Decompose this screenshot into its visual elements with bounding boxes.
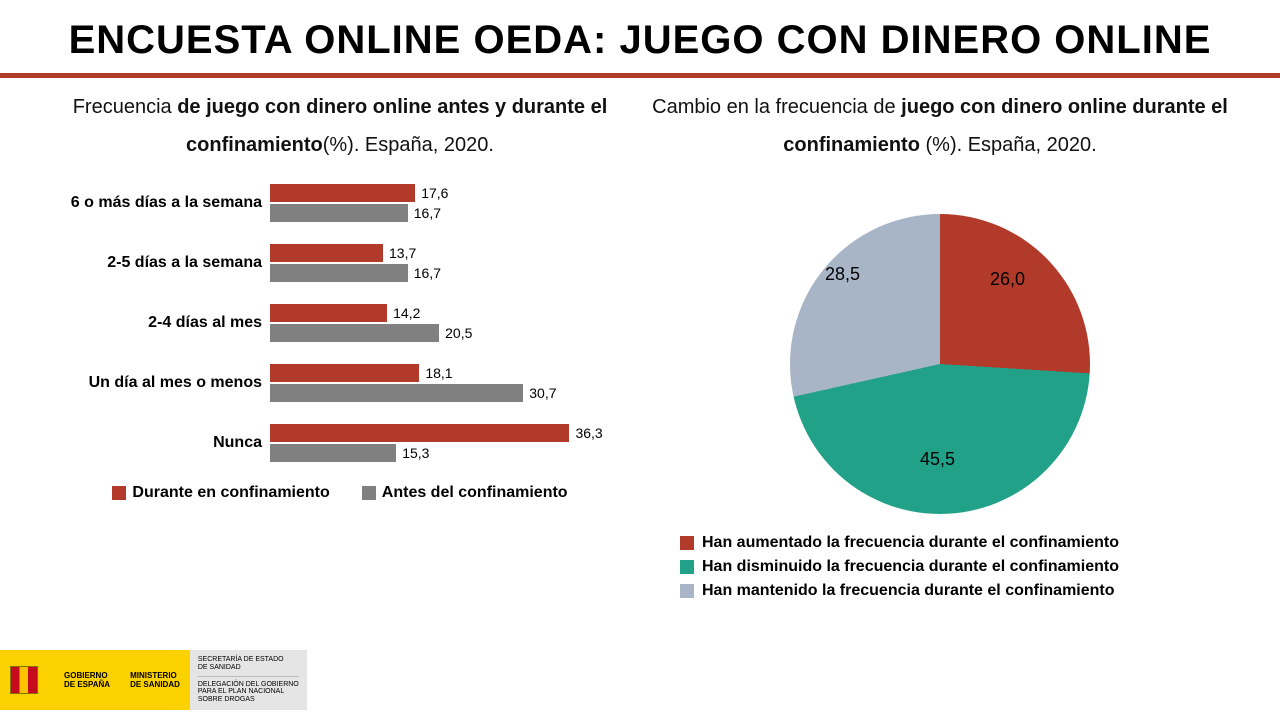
bar-category-label: Un día al mes o menos (60, 374, 270, 392)
bar (270, 184, 415, 202)
bar-category-label: 2-5 días a la semana (60, 254, 270, 272)
bar (270, 204, 408, 222)
bar (270, 324, 439, 342)
pie-chart-legend: Han aumentado la frecuencia durante el c… (640, 534, 1240, 600)
bar-category-label: 2-4 días al mes (60, 314, 270, 332)
legend-label: Han mantenido la frecuencia durante el c… (702, 582, 1115, 600)
bar-value-label: 30,7 (523, 385, 556, 401)
left-column: Frecuencia de juego con dinero online an… (40, 88, 640, 606)
legend-swatch (680, 560, 694, 574)
bar-row: Nunca 36,3 15,3 (60, 424, 620, 462)
legend-label: Antes del confinamiento (382, 484, 568, 502)
bar-pair: 36,3 15,3 (270, 424, 620, 462)
bar-row: Un día al mes o menos 18,1 30,7 (60, 364, 620, 402)
bar-line: 15,3 (270, 444, 620, 462)
bar-value-label: 14,2 (387, 305, 420, 321)
right-subtitle-pre: Cambio en la frecuencia de (652, 96, 901, 118)
bar-chart: 6 o más días a la semana17,616,72-5 días… (60, 184, 620, 462)
pie-legend-item: Han disminuido la frecuencia durante el … (680, 558, 1240, 576)
right-subtitle: Cambio en la frecuencia de juego con din… (640, 88, 1240, 184)
bar-line: 36,3 (270, 424, 620, 442)
left-subtitle-post: (%). España, 2020. (323, 134, 494, 156)
pie-chart-wrap: 26,0 45,5 28,5 (640, 214, 1240, 514)
pie-value-label: 26,0 (990, 269, 1025, 290)
bar-value-label: 20,5 (439, 325, 472, 341)
bar-value-label: 16,7 (408, 265, 441, 281)
bar-pair: 14,2 20,5 (270, 304, 620, 342)
bar-line: 17,6 (270, 184, 620, 202)
legend-swatch (112, 486, 126, 500)
bar-value-label: 13,7 (383, 245, 416, 261)
gov-logo-block: MINISTERIO DE SANIDAD (120, 650, 190, 710)
bar-line: 20,5 (270, 324, 620, 342)
bar-category-label: Nunca (60, 434, 270, 452)
bar-line: 30,7 (270, 384, 620, 402)
bar (270, 244, 383, 262)
bar-row: 6 o más días a la semana 17,6 16,7 (60, 184, 620, 222)
bar-value-label: 16,7 (408, 205, 441, 221)
bar-pair: 18,1 30,7 (270, 364, 620, 402)
footer-logos: GOBIERNO DE ESPAÑAMINISTERIO DE SANIDADS… (0, 650, 307, 710)
page-title: ENCUESTA ONLINE OEDA: JUEGO CON DINERO O… (0, 0, 1280, 73)
bar (270, 364, 419, 382)
left-subtitle-pre: Frecuencia (73, 96, 178, 118)
bar-value-label: 17,6 (415, 185, 448, 201)
bar-category-label: 6 o más días a la semana (60, 194, 270, 212)
legend-swatch (680, 536, 694, 550)
content-row: Frecuencia de juego con dinero online an… (0, 78, 1280, 606)
legend-swatch (680, 584, 694, 598)
bar (270, 384, 523, 402)
bar-legend-item: Durante en confinamiento (112, 484, 329, 502)
gov-sub-logo-line: SECRETARÍA DE ESTADO DE SANIDAD (198, 656, 284, 671)
bar-line: 16,7 (270, 264, 620, 282)
bar-line: 13,7 (270, 244, 620, 262)
legend-label: Han aumentado la frecuencia durante el c… (702, 534, 1119, 552)
bar (270, 424, 569, 442)
bar-pair: 13,7 16,7 (270, 244, 620, 282)
bar-value-label: 15,3 (396, 445, 429, 461)
bar-value-label: 18,1 (419, 365, 452, 381)
bar-row: 2-4 días al mes 14,2 20,5 (60, 304, 620, 342)
gov-sub-logo-block: SECRETARÍA DE ESTADO DE SANIDAD DELEGACIÓ… (190, 650, 307, 710)
bar-line: 16,7 (270, 204, 620, 222)
bar-line: 18,1 (270, 364, 620, 382)
legend-label: Durante en confinamiento (132, 484, 329, 502)
bar-chart-legend: Durante en confinamiento Antes del confin… (40, 484, 640, 502)
pie-value-label: 28,5 (825, 264, 860, 285)
right-subtitle-post: (%). España, 2020. (920, 134, 1097, 156)
bar (270, 304, 387, 322)
bar-pair: 17,6 16,7 (270, 184, 620, 222)
bar-legend-item: Antes del confinamiento (362, 484, 568, 502)
pie-chart: 26,0 45,5 28,5 (790, 214, 1090, 514)
gov-logo-block: GOBIERNO DE ESPAÑA (54, 650, 120, 710)
bar-value-label: 36,3 (569, 425, 602, 441)
spain-emblem-block (0, 650, 54, 710)
pie-legend-item: Han aumentado la frecuencia durante el c… (680, 534, 1240, 552)
bar-line: 14,2 (270, 304, 620, 322)
gov-sub-logo-line: DELEGACIÓN DEL GOBIERNO PARA EL PLAN NAC… (198, 681, 299, 704)
legend-swatch (362, 486, 376, 500)
bar-row: 2-5 días a la semana 13,7 16,7 (60, 244, 620, 282)
left-subtitle: Frecuencia de juego con dinero online an… (40, 88, 640, 184)
legend-label: Han disminuido la frecuencia durante el … (702, 558, 1119, 576)
right-column: Cambio en la frecuencia de juego con din… (640, 88, 1240, 606)
bar (270, 264, 408, 282)
bar (270, 444, 396, 462)
pie-legend-item: Han mantenido la frecuencia durante el c… (680, 582, 1240, 600)
spain-emblem-icon (10, 666, 38, 694)
pie-value-label: 45,5 (920, 449, 955, 470)
